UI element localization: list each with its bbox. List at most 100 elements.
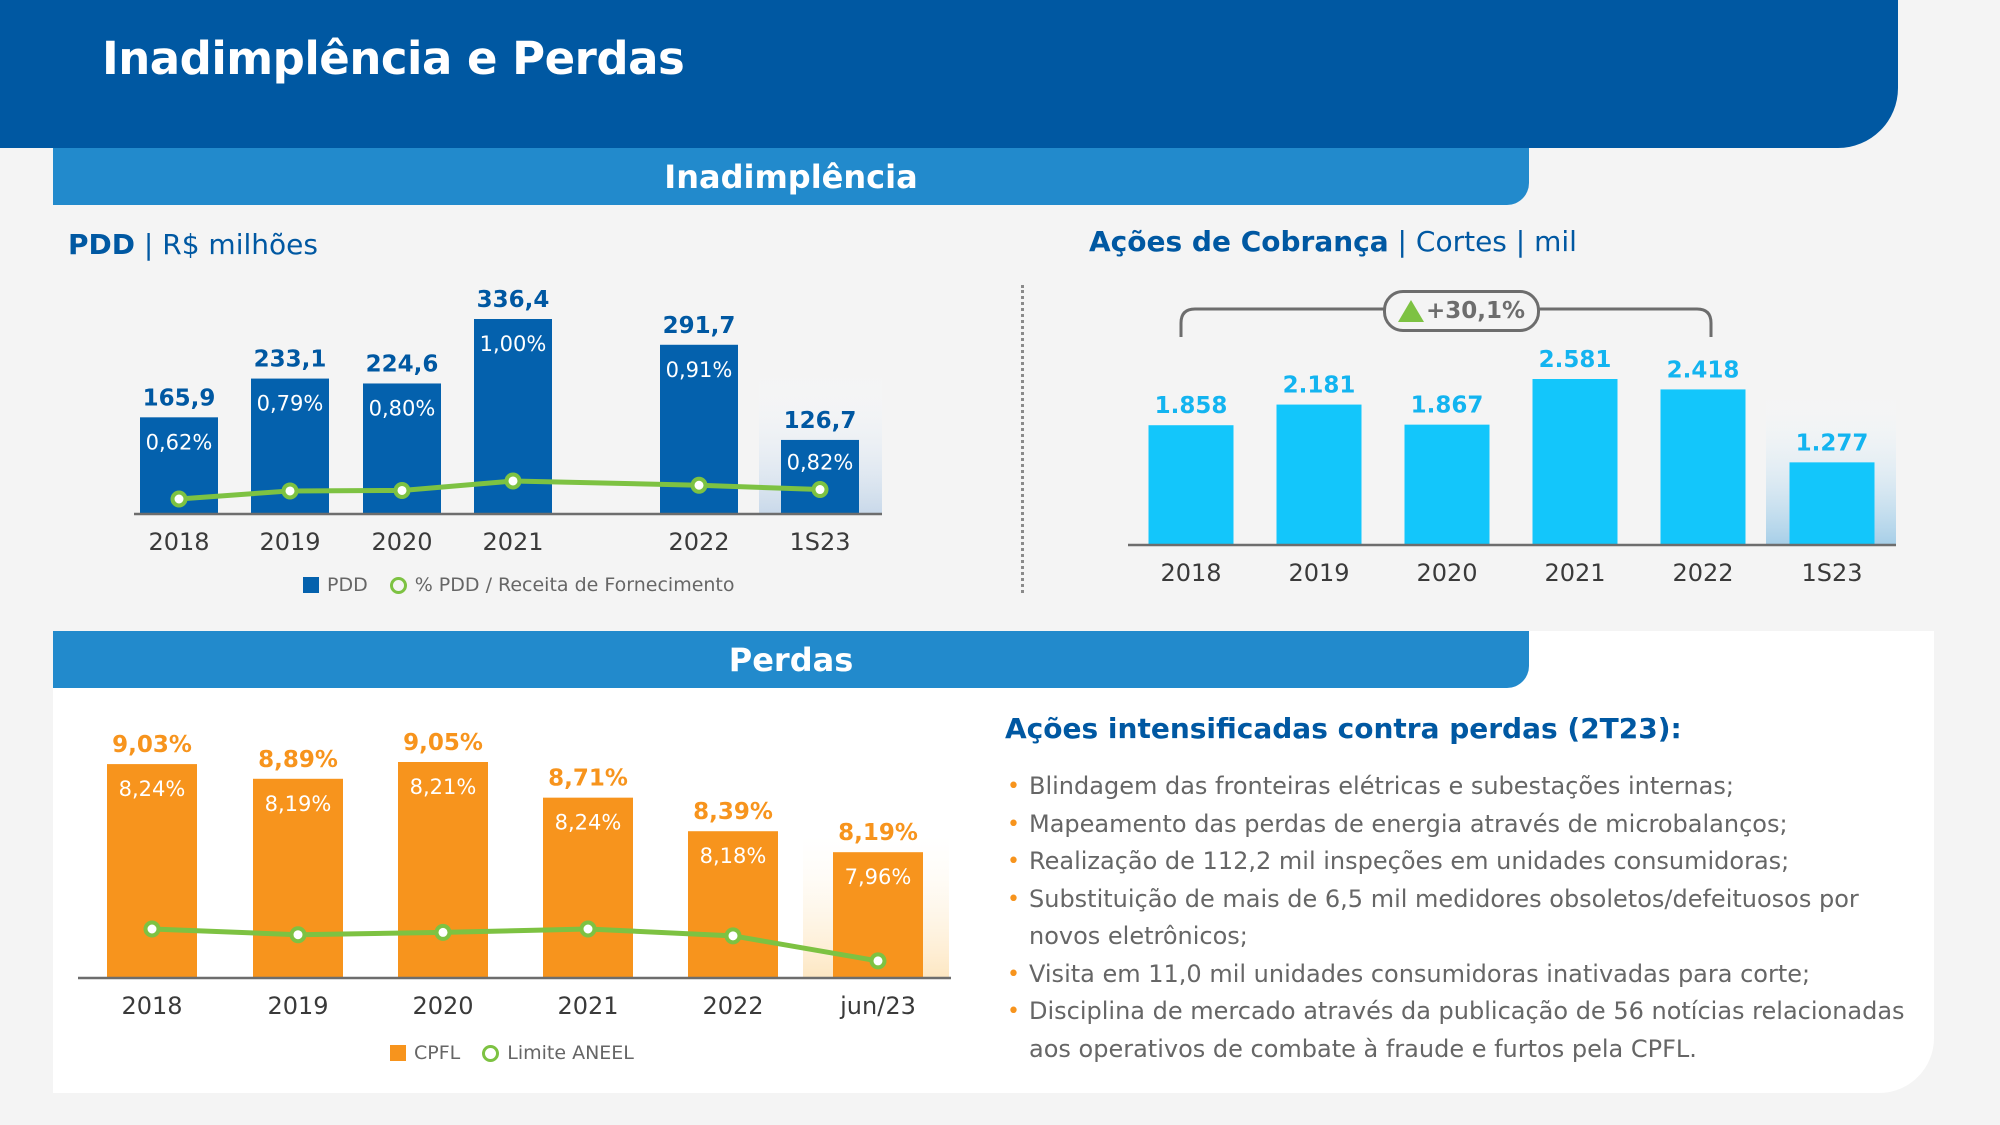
acoes-x-tick-label: 2020 (1416, 559, 1477, 587)
header-banner: Inadimplência e Perdas (0, 0, 1898, 148)
actions-list: Blindagem das fronteiras elétricas e sub… (1005, 768, 1905, 1068)
pdd-title-unit: | R$ milhões (135, 228, 318, 261)
acoes-title-unit: | Cortes | mil (1388, 225, 1577, 258)
acoes-bar (1660, 389, 1746, 544)
perdas-line-point (143, 920, 161, 938)
pdd-legend: PDD % PDD / Receita de Fornecimento (303, 574, 735, 596)
acoes-x-tick-label: 1S23 (1801, 559, 1862, 587)
perdas-bar (543, 797, 633, 977)
page-title: Inadimplência e Perdas (102, 32, 685, 85)
perdas-line-series (151, 926, 879, 964)
triangle-up-icon (1397, 300, 1424, 322)
pdd-x-tick-label: 2018 (148, 528, 209, 556)
pdd-title-bold: PDD (68, 228, 136, 261)
action-item: Visita em 11,0 mil unidades consumidoras… (1005, 956, 1905, 994)
perdas-line-value-label: 8,24% (119, 777, 186, 801)
perdas-x-tick-label: 2020 (412, 992, 473, 1020)
acoes-bar (1532, 379, 1618, 544)
pdd-line-point (504, 472, 522, 490)
pdd-x-tick-label: 2022 (668, 528, 729, 556)
pdd-x-tick-label: 2020 (371, 528, 432, 556)
legend-label-cpfl: CPFL (414, 1042, 461, 1064)
pdd-chart-title: PDD | R$ milhões (68, 228, 318, 261)
acoes-bar-value-label: 2.581 (1539, 347, 1612, 373)
perdas-x-tick-label: 2019 (267, 992, 328, 1020)
pdd-x-tick-label: 2019 (259, 528, 320, 556)
acoes-bar-value-label: 1.858 (1155, 393, 1228, 419)
acoes-x-tick-label: 2019 (1288, 559, 1349, 587)
growth-badge: +30,1% (1383, 290, 1540, 332)
pdd-line-value-label: 0,82% (787, 451, 854, 475)
perdas-line-value-label: 8,18% (700, 844, 767, 868)
perdas-bar-value-label: 8,89% (258, 747, 338, 773)
action-item: Disciplina de mercado através da publica… (1005, 993, 1905, 1068)
perdas-line-point (434, 923, 452, 941)
acoes-x-tick-label: 2021 (1544, 559, 1605, 587)
perdas-x-tick-label: 2021 (557, 992, 618, 1020)
pdd-line-point (170, 490, 188, 508)
perdas-line-value-label: 8,24% (555, 811, 622, 835)
section-bar-perdas: Perdas (53, 631, 1529, 688)
section-title-perdas: Perdas (728, 640, 854, 679)
pdd-line-value-label: 0,79% (257, 392, 324, 416)
perdas-bar-value-label: 8,71% (548, 766, 628, 792)
legend-ring-icon (389, 576, 407, 594)
legend-label-aneel: Limite ANEEL (507, 1042, 634, 1064)
perdas-x-tick-label: jun/23 (839, 992, 916, 1020)
section-title-inadimplencia: Inadimplência (664, 157, 918, 196)
pdd-line-series (178, 478, 821, 502)
acoes-title-bold: Ações de Cobrança (1089, 225, 1389, 258)
acoes-bar-value-label: 2.418 (1667, 357, 1740, 383)
action-item: Realização de 112,2 mil inspeções em uni… (1005, 843, 1905, 881)
pdd-bar-value-label: 165,9 (143, 385, 216, 411)
pdd-line-value-label: 1,00% (480, 332, 547, 356)
legend-ring-icon (482, 1044, 500, 1062)
perdas-line-value-label: 8,21% (410, 775, 477, 799)
pdd-x-tick-label: 2021 (482, 528, 543, 556)
perdas-line-point (579, 920, 597, 938)
acoes-bar (1148, 425, 1234, 544)
perdas-x-tick-label: 2022 (702, 992, 763, 1020)
acoes-bar (1789, 462, 1875, 544)
action-item: Mapeamento das perdas de energia através… (1005, 806, 1905, 844)
acoes-chart-title: Ações de Cobrança | Cortes | mil (1089, 225, 1577, 258)
pdd-bar (781, 439, 859, 513)
pdd-line-value-label: 0,80% (369, 396, 436, 420)
legend-label-pdd-ratio: % PDD / Receita de Fornecimento (414, 574, 735, 596)
pdd-bar-value-label: 336,4 (477, 287, 550, 313)
pdd-line-point (281, 482, 299, 500)
perdas-bar-value-label: 8,19% (838, 820, 918, 846)
legend-label-pdd: PDD (327, 574, 368, 596)
perdas-bar (107, 764, 197, 977)
perdas-line-point (289, 926, 307, 944)
perdas-x-tick-label: 2018 (121, 992, 182, 1020)
perdas-bar-value-label: 8,39% (693, 799, 773, 825)
pdd-bar-value-label: 224,6 (366, 351, 439, 377)
acoes-bar-value-label: 1.867 (1411, 393, 1484, 419)
pdd-line-value-label: 0,91% (666, 358, 733, 382)
section-bar-inadimplencia: Inadimplência (53, 148, 1529, 205)
pdd-bar-value-label: 233,1 (254, 347, 327, 373)
perdas-bar-value-label: 9,05% (403, 730, 483, 756)
acoes-bar-value-label: 2.181 (1283, 373, 1356, 399)
pdd-bar-value-label: 126,7 (784, 408, 857, 434)
legend-square-icon (303, 577, 319, 593)
perdas-line-point (724, 927, 742, 945)
perdas-line-value-label: 7,96% (845, 865, 912, 889)
dotted-separator (1021, 285, 1024, 593)
perdas-bar-value-label: 9,03% (112, 732, 192, 758)
pdd-line-value-label: 0,62% (146, 430, 213, 454)
growth-badge-text: +30,1% (1425, 298, 1526, 324)
acoes-x-tick-label: 2018 (1160, 559, 1221, 587)
perdas-bar (688, 831, 778, 977)
acoes-x-tick-label: 2022 (1672, 559, 1733, 587)
pdd-line-point (811, 481, 829, 499)
pdd-line-point (690, 476, 708, 494)
perdas-bar (253, 778, 343, 977)
acoes-bar (1404, 424, 1490, 544)
action-item: Substituição de mais de 6,5 mil medidore… (1005, 881, 1905, 956)
perdas-bar (398, 762, 488, 977)
pdd-line-point (393, 481, 411, 499)
perdas-line-point (869, 952, 887, 970)
pdd-x-tick-label: 1S23 (789, 528, 850, 556)
